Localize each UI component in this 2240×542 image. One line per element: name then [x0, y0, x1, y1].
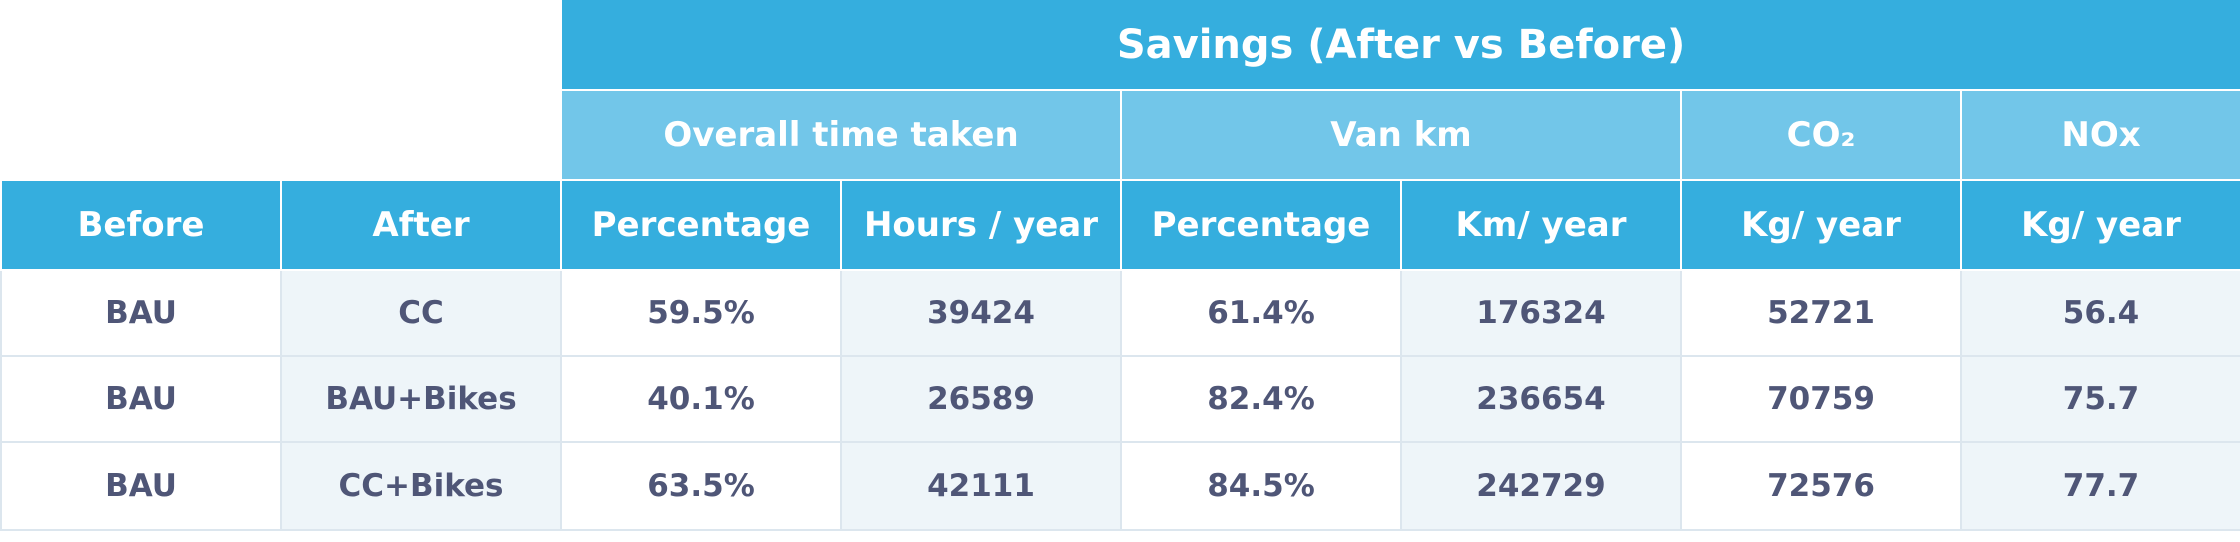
cell-after: CC+Bikes: [280, 441, 562, 531]
cell-time-percentage: 59.5%: [560, 269, 842, 357]
cell-hours-per-year: 26589: [840, 355, 1122, 443]
column-header-row: Before After Percentage Hours / year Per…: [0, 179, 2240, 271]
savings-group-title: Savings (After vs Before): [559, 0, 2240, 90]
savings-table: Savings (After vs Before) Overall time t…: [0, 0, 2240, 531]
subgroup-co2: CO₂: [1680, 89, 1962, 181]
cell-km-per-year: 176324: [1400, 269, 1682, 357]
cell-co2-kg-per-year: 72576: [1680, 441, 1962, 531]
cell-co2-kg-per-year: 52721: [1680, 269, 1962, 357]
cell-van-percentage: 61.4%: [1120, 269, 1402, 357]
table-row: BAU BAU+Bikes 40.1% 26589 82.4% 236654 7…: [0, 355, 2240, 443]
cell-before: BAU: [0, 441, 282, 531]
empty-corner-lower: [1, 90, 561, 180]
table-row: BAU CC 59.5% 39424 61.4% 176324 52721 56…: [0, 269, 2240, 357]
cell-after: BAU+Bikes: [280, 355, 562, 443]
cell-before: BAU: [0, 355, 282, 443]
subgroup-van-km: Van km: [1120, 89, 1682, 181]
cell-km-per-year: 242729: [1400, 441, 1682, 531]
cell-hours-per-year: 42111: [840, 441, 1122, 531]
col-km-per-year: Km/ year: [1400, 179, 1682, 271]
subgroup-overall-time: Overall time taken: [560, 89, 1122, 181]
col-hours-per-year: Hours / year: [840, 179, 1122, 271]
col-after: After: [280, 179, 562, 271]
group-header-row: Savings (After vs Before): [1, 0, 2240, 90]
col-co2-kg-per-year: Kg/ year: [1680, 179, 1962, 271]
col-van-percentage: Percentage: [1120, 179, 1402, 271]
col-before: Before: [0, 179, 282, 271]
cell-nox-kg-per-year: 77.7: [1959, 441, 2240, 531]
cell-nox-kg-per-year: 75.7: [1959, 355, 2240, 443]
cell-time-percentage: 63.5%: [560, 441, 842, 531]
cell-time-percentage: 40.1%: [560, 355, 842, 443]
cell-nox-kg-per-year: 56.4: [1959, 269, 2240, 357]
cell-after: CC: [280, 269, 562, 357]
cell-km-per-year: 236654: [1400, 355, 1682, 443]
cell-before: BAU: [0, 269, 282, 357]
subgroup-nox: NOx: [1959, 89, 2240, 181]
empty-corner: [1, 0, 561, 90]
cell-hours-per-year: 39424: [840, 269, 1122, 357]
col-nox-kg-per-year: Kg/ year: [1959, 179, 2240, 271]
subgroup-header-row: Overall time taken Van km CO₂ NOx: [1, 89, 2240, 181]
col-time-percentage: Percentage: [560, 179, 842, 271]
cell-van-percentage: 82.4%: [1120, 355, 1402, 443]
table-row: BAU CC+Bikes 63.5% 42111 84.5% 242729 72…: [0, 441, 2240, 531]
cell-co2-kg-per-year: 70759: [1680, 355, 1962, 443]
cell-van-percentage: 84.5%: [1120, 441, 1402, 531]
